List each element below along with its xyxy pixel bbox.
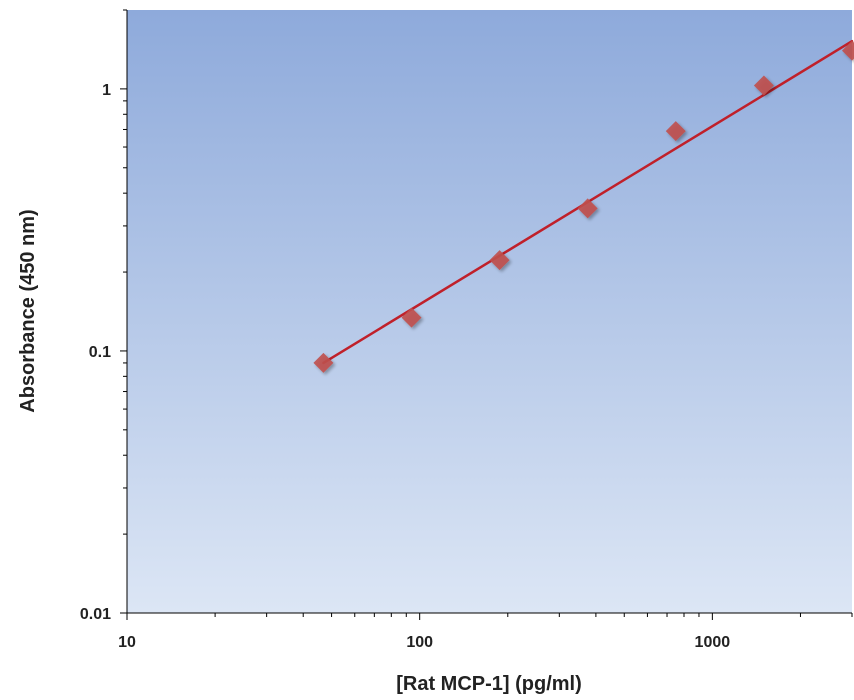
- x-tick-label: 100: [406, 634, 433, 651]
- y-axis-title: Absorbance (450 nm): [17, 209, 39, 412]
- y-axis-ticks: 0.01 0.1 1: [80, 9, 127, 623]
- data-point: [842, 40, 854, 61]
- y-tick-label: 0.1: [89, 344, 111, 361]
- data-point: [665, 121, 686, 142]
- data-point: [489, 250, 510, 271]
- x-axis-title: [Rat MCP-1] (pg/ml): [396, 673, 582, 695]
- data-points: [313, 40, 854, 373]
- x-axis-ticks: 10 100 1000: [118, 613, 853, 651]
- data-point: [753, 75, 774, 96]
- y-tick-label: 0.01: [80, 606, 111, 623]
- x-tick-label: 10: [118, 634, 136, 651]
- y-tick-label: 1: [102, 82, 111, 99]
- plot-area: [127, 10, 852, 613]
- data-point: [401, 307, 422, 328]
- axes: [126, 10, 852, 614]
- data-point: [577, 198, 598, 219]
- x-tick-label: 1000: [695, 634, 731, 651]
- data-point: [313, 352, 334, 373]
